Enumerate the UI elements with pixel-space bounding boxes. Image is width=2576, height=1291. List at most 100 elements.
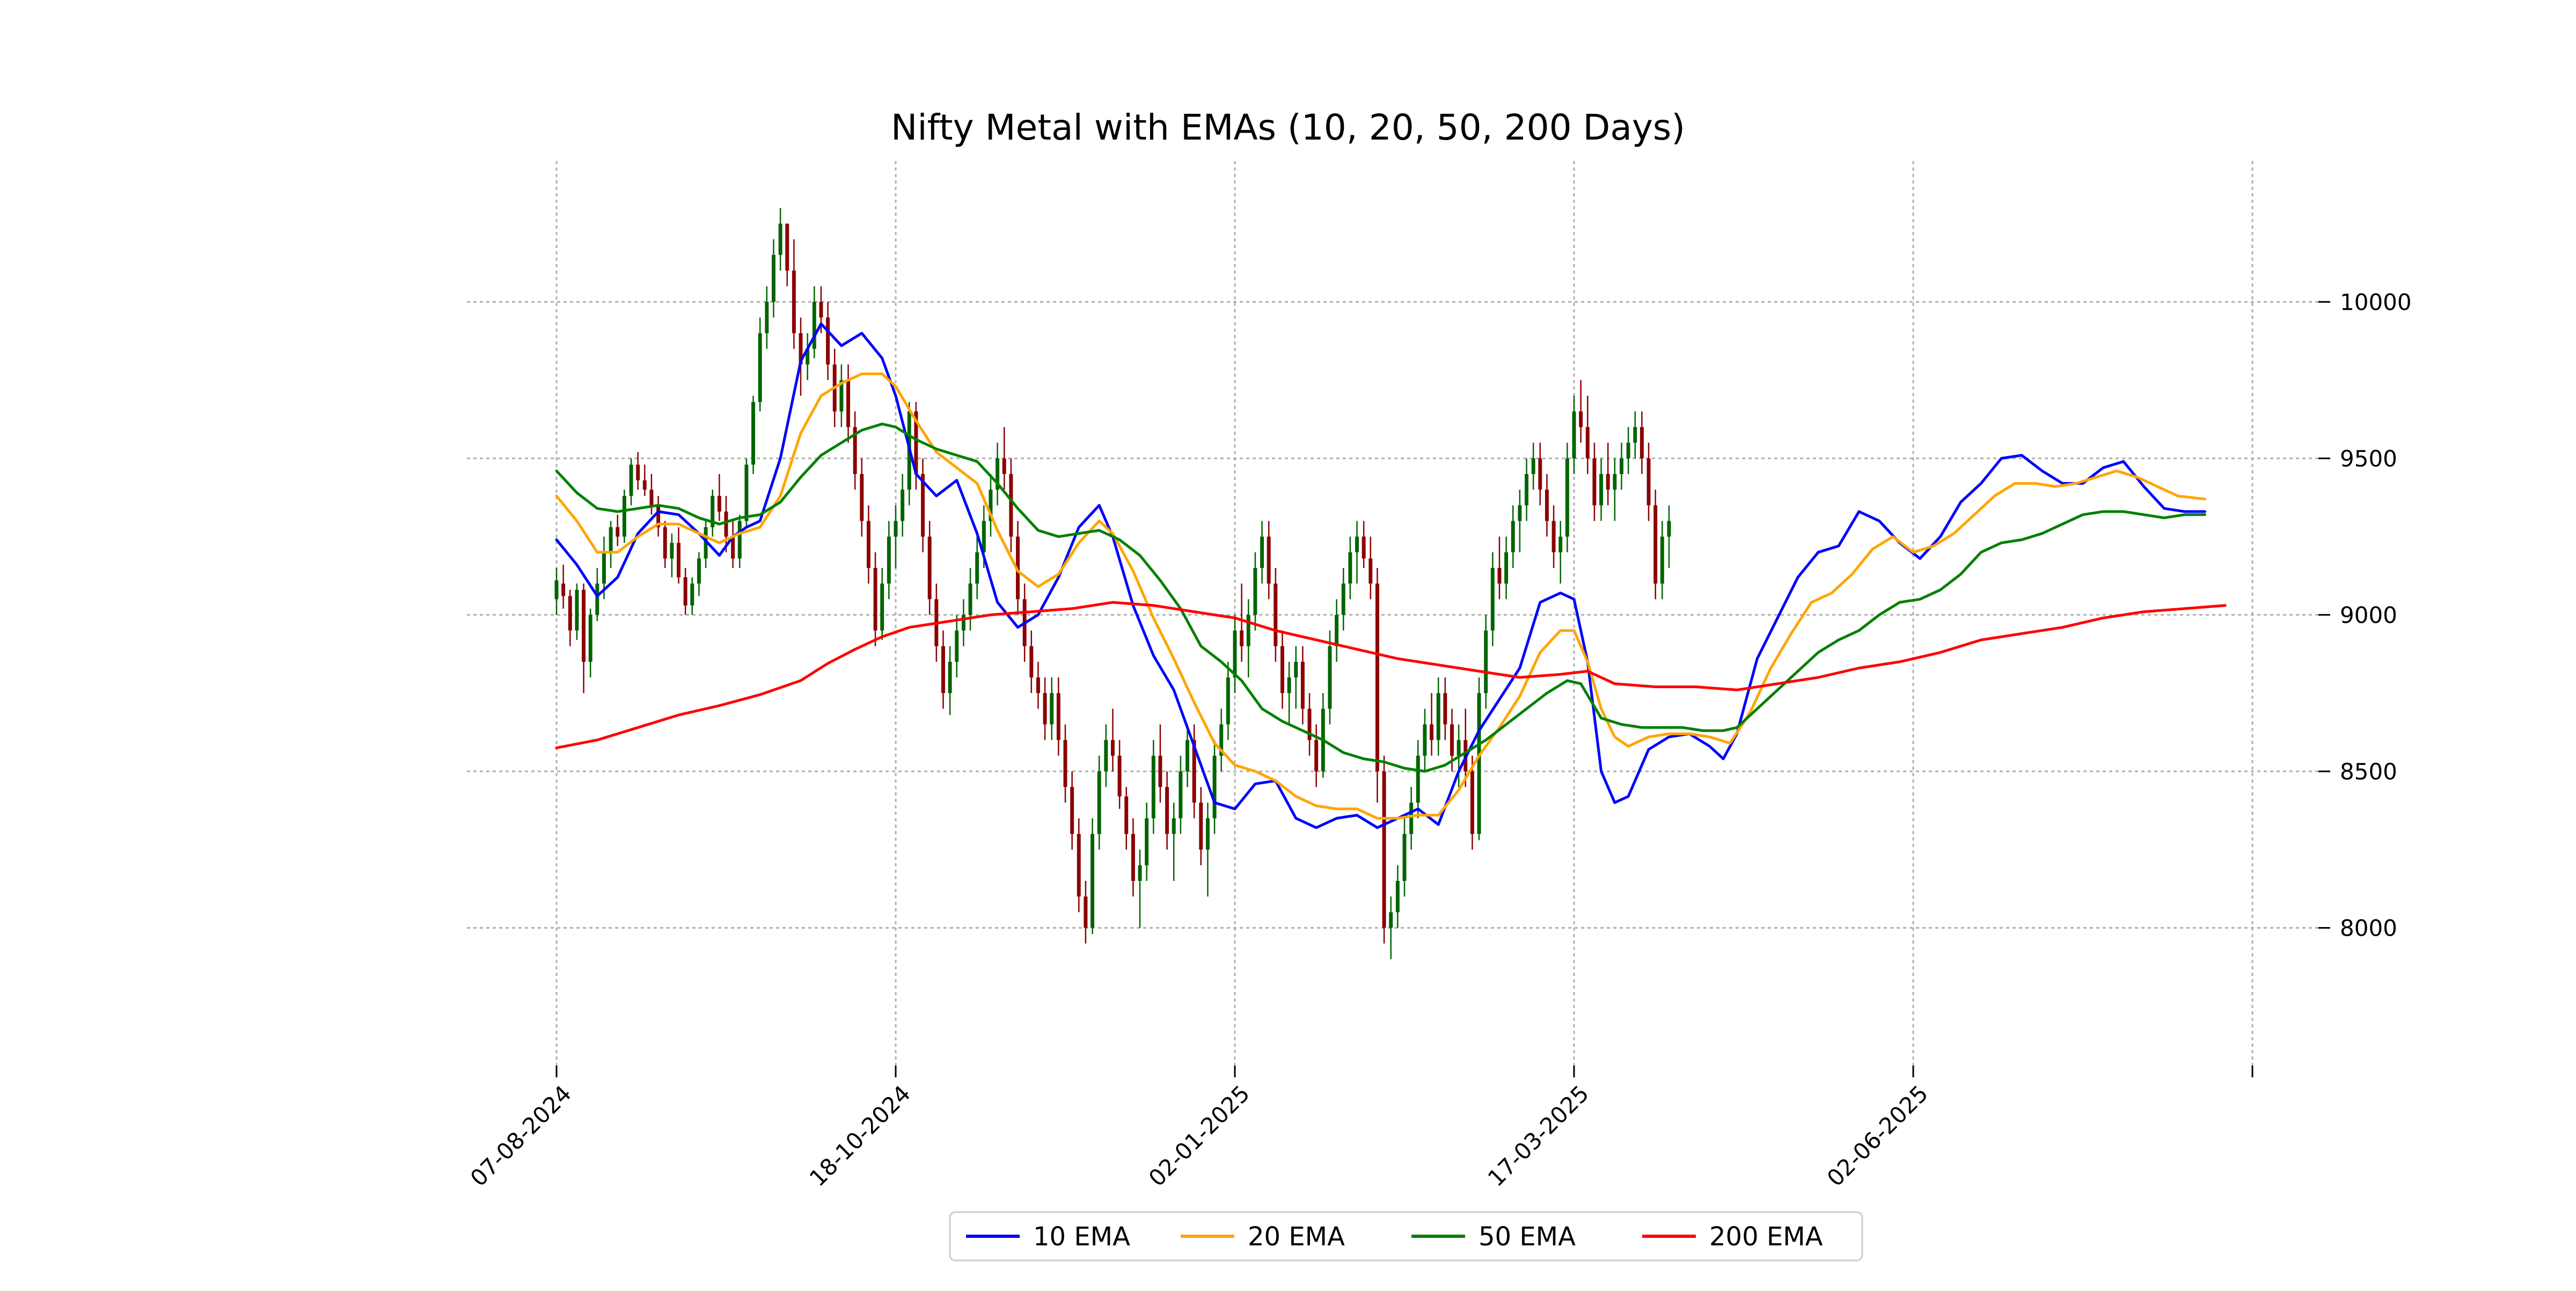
candle-up [1395,881,1400,913]
y-tick-label: 8500 [2340,758,2397,785]
candle-down [1117,755,1122,797]
legend-label: 200 EMA [1709,1222,1823,1252]
legend-items: 10 EMA 20 EMA 50 EMA 200 EMA [966,1222,1823,1252]
candle-down [1131,834,1135,881]
candle-down [649,490,654,506]
candle-up [887,536,891,584]
candle-up [670,543,674,559]
candle-down [927,536,932,600]
candle-down [1314,740,1319,771]
candle-down [1606,474,1610,490]
candle-up [982,521,986,552]
grid [467,161,2318,1066]
candle-down [846,380,850,427]
candle-down [1274,583,1278,646]
candle-up [602,552,606,584]
ema-lines [555,322,2227,829]
candle-up [1341,583,1345,615]
candle-down [1430,724,1434,740]
candle-down [1056,693,1060,740]
candle-up [758,333,762,402]
candle-up [1613,474,1617,490]
candle-down [1470,771,1474,834]
candle-down [826,317,830,364]
candle-up [894,521,898,537]
candle-up [1389,912,1393,928]
candle-up [1138,865,1142,881]
candle-up [588,615,592,662]
x-tick-label: 18-10-2024 [804,1080,916,1191]
candle-up [1525,474,1528,506]
candle-up [1565,458,1569,537]
candle-up [1620,458,1623,475]
candle-down [1653,505,1658,584]
candle-up [690,583,694,606]
candle-down [1016,536,1020,600]
candle-up [751,402,756,465]
candle-up [554,580,559,600]
candle-down [792,271,796,333]
ema-line-10 [555,322,2206,829]
candle-up [622,495,626,537]
candle-up [1436,693,1440,740]
candle-down [1029,646,1034,678]
candle-down [1240,630,1244,646]
candle-down [724,512,728,537]
candle-down [819,302,823,318]
candle-up [1504,552,1509,584]
candle-up [744,464,749,521]
chart-title: Nifty Metal with EMAs (10, 20, 50, 200 D… [891,107,1685,148]
candle-down [1063,740,1067,787]
candle-up [1599,474,1604,506]
candle-down [1192,740,1196,803]
candle-down [1579,411,1583,427]
candle-up [1328,646,1332,709]
candle-up [1402,834,1407,881]
candle-up [1104,740,1108,771]
candle-up [1667,521,1671,537]
candle-up [1409,803,1414,834]
candle-down [616,527,620,537]
candle-up [1558,536,1563,552]
legend: 10 EMA 20 EMA 50 EMA 200 EMA [949,1211,1863,1261]
candle-up [806,348,810,364]
x-tick-label: 07-08-2024 [465,1080,576,1191]
candle-up [575,589,579,631]
candle-up [1226,677,1230,725]
candle-down [853,427,857,475]
candle-down [1158,755,1162,787]
candle-down [642,480,647,490]
y-tick-label: 9000 [2340,602,2397,628]
candle-up [1097,771,1101,834]
candle-down [785,223,789,271]
candle-up [812,302,816,349]
candle-down [1267,536,1271,584]
candlesticks [554,208,1671,959]
candle-up [1233,630,1237,678]
candle-down [1077,834,1081,897]
candle-up [1335,615,1339,646]
candle-down [1043,693,1047,725]
candle-down [677,543,680,578]
candle-up [737,521,742,559]
candle-down [1545,490,1549,521]
candle-down [1538,458,1542,490]
candle-up [1490,567,1495,631]
candle-up [1219,724,1224,756]
candle-down [921,474,925,537]
candle-up [1212,755,1217,819]
y-tick-label: 8000 [2340,915,2397,941]
candle-down [1646,458,1651,506]
candle-up [1531,458,1535,475]
candle-down [1084,896,1088,928]
candle-up [1355,536,1359,552]
candle-up [955,630,959,662]
candle-down [1111,740,1115,756]
candle-down [1124,796,1129,834]
candle-up [901,490,905,521]
candle-down [1368,558,1373,584]
candle-down [1280,646,1284,694]
candle-down [1362,536,1366,559]
candle-down [1070,787,1074,834]
